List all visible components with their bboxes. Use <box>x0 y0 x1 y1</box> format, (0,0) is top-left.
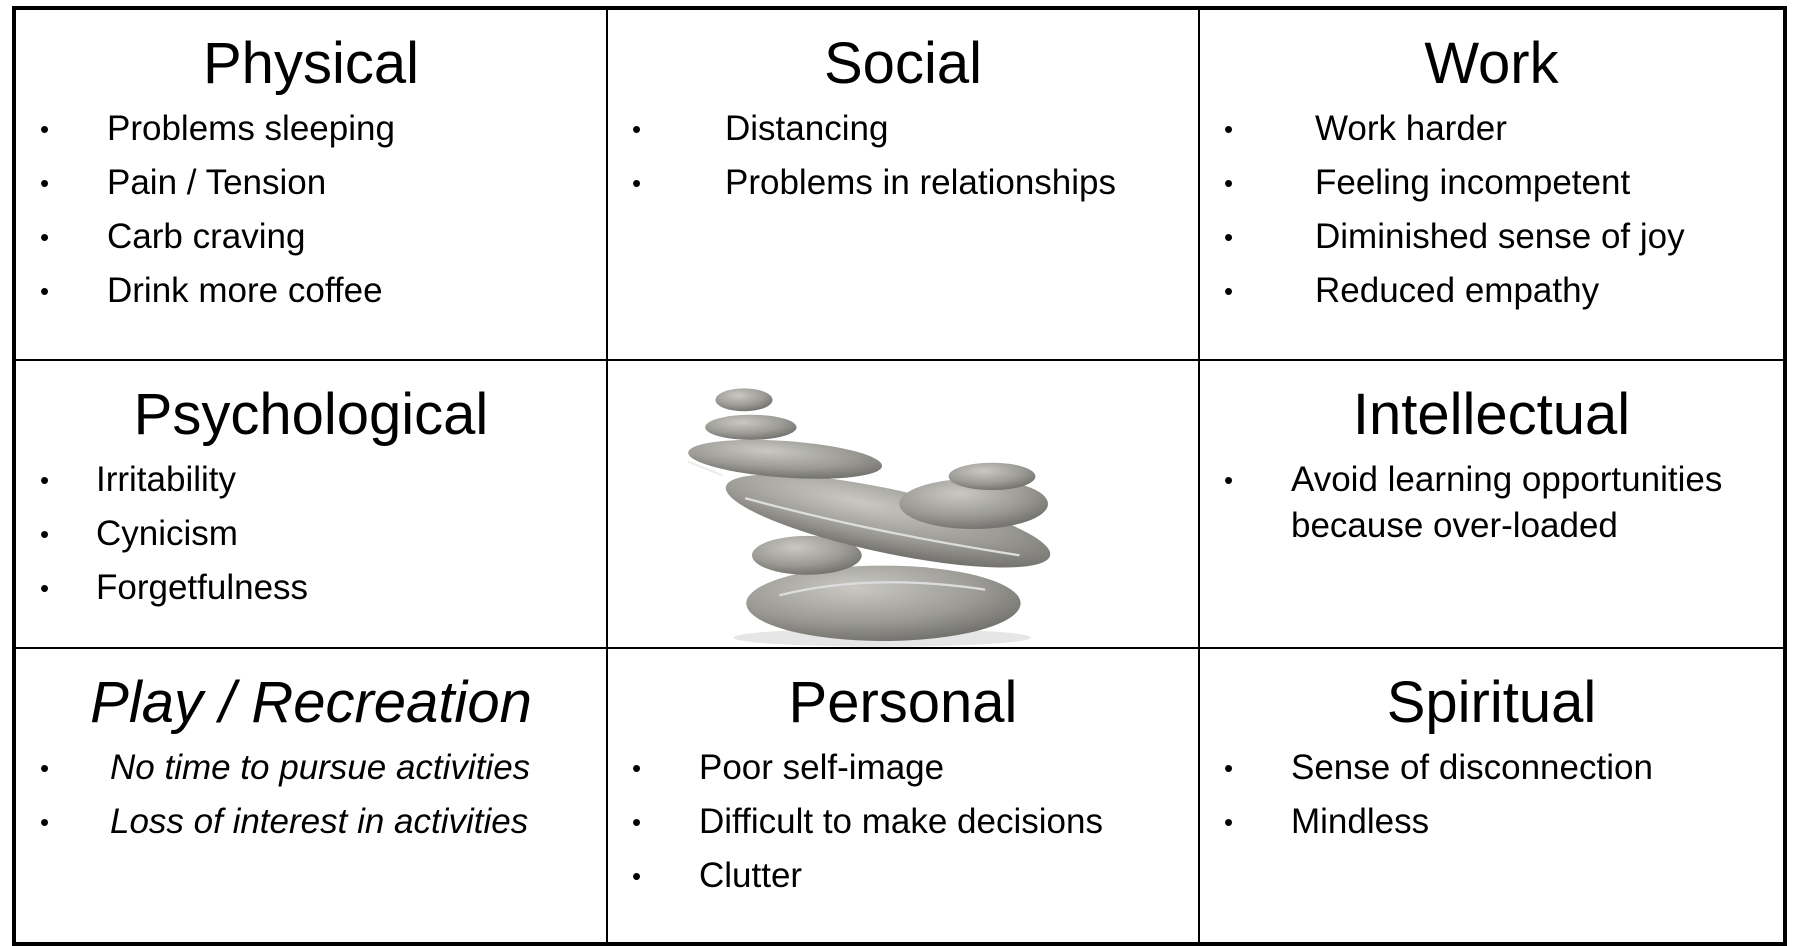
symptom: Mindless <box>1224 799 1773 845</box>
symptom: Avoid learning opportunities because ove… <box>1224 457 1773 549</box>
cell-title: Personal <box>788 670 1018 735</box>
symptom: Reduced empathy <box>1224 268 1773 314</box>
cell-title: Work <box>1424 31 1559 96</box>
symptom-list: No time to pursue activities Loss of inte… <box>16 745 606 845</box>
symptom: Pain / Tension <box>40 160 596 206</box>
cell: Intellectual Avoid learning opportunities… <box>1200 361 1783 649</box>
symptom-list: Poor self-image Difficult to make decisio… <box>608 745 1198 899</box>
symptom: Distancing <box>632 106 1188 152</box>
symptom-list: Sense of disconnection Mindless <box>1200 745 1783 845</box>
cell-title: Play / Recreation <box>90 670 532 735</box>
symptom: Poor self-image <box>632 745 1188 791</box>
symptom: Loss of interest in activities <box>40 799 596 845</box>
symptom: Clutter <box>632 853 1188 899</box>
symptom: Drink more coffee <box>40 268 596 314</box>
symptom-list: Avoid learning opportunities because ove… <box>1200 457 1783 549</box>
symptom-list: Work harder Feeling incompetent Diminished… <box>1200 106 1783 314</box>
symptom-list: Problems sleeping Pain / Tension Carb crav… <box>16 106 606 314</box>
cell: Work Work harder Feeling incompetent Dimini… <box>1200 10 1783 361</box>
cell-title: Intellectual <box>1352 382 1631 447</box>
symptom: Feeling incompetent <box>1224 160 1773 206</box>
balanced-stones <box>687 388 1051 647</box>
cell: Spiritual Sense of disconnection Mindless <box>1200 649 1783 942</box>
cell-title: Physical <box>203 31 419 96</box>
symptom: Forgetfulness <box>40 565 596 611</box>
symptom: No time to pursue activities <box>40 745 596 791</box>
symptom-list: Irritability Cynicism Forgetfulness <box>16 457 606 611</box>
symptom: Irritability <box>40 457 596 503</box>
symptom: Difficult to make decisions <box>632 799 1188 845</box>
symptom: Problems in relationships <box>632 160 1188 206</box>
cell: Physical Problems sleeping Pain / Tension C… <box>16 10 608 361</box>
symptom: Problems sleeping <box>40 106 596 152</box>
symptom-list: Distancing Problems in relationships <box>608 106 1198 206</box>
cell: Personal Poor self-image Difficult to make… <box>608 649 1200 942</box>
cell: Social Distancing Problems in relationship… <box>608 10 1200 361</box>
symptom: Sense of disconnection <box>1224 745 1773 791</box>
cell: Play / Recreation No time to pursue activ… <box>16 649 608 942</box>
cell-title: Psychological <box>133 382 489 447</box>
cell: Psychological Irritability Cynicism Forgetf… <box>16 361 608 649</box>
cell-title: Social <box>824 31 982 96</box>
symptom: Cynicism <box>40 511 596 557</box>
image-cell <box>608 361 1200 649</box>
symptom: Work harder <box>1224 106 1773 152</box>
symptom: Carb craving <box>40 214 596 260</box>
stress-grid: Physical Problems sleeping Pain / Tension C… <box>12 6 1787 946</box>
cell-title: Spiritual <box>1386 670 1597 735</box>
symptom: Diminished sense of joy <box>1224 214 1773 260</box>
